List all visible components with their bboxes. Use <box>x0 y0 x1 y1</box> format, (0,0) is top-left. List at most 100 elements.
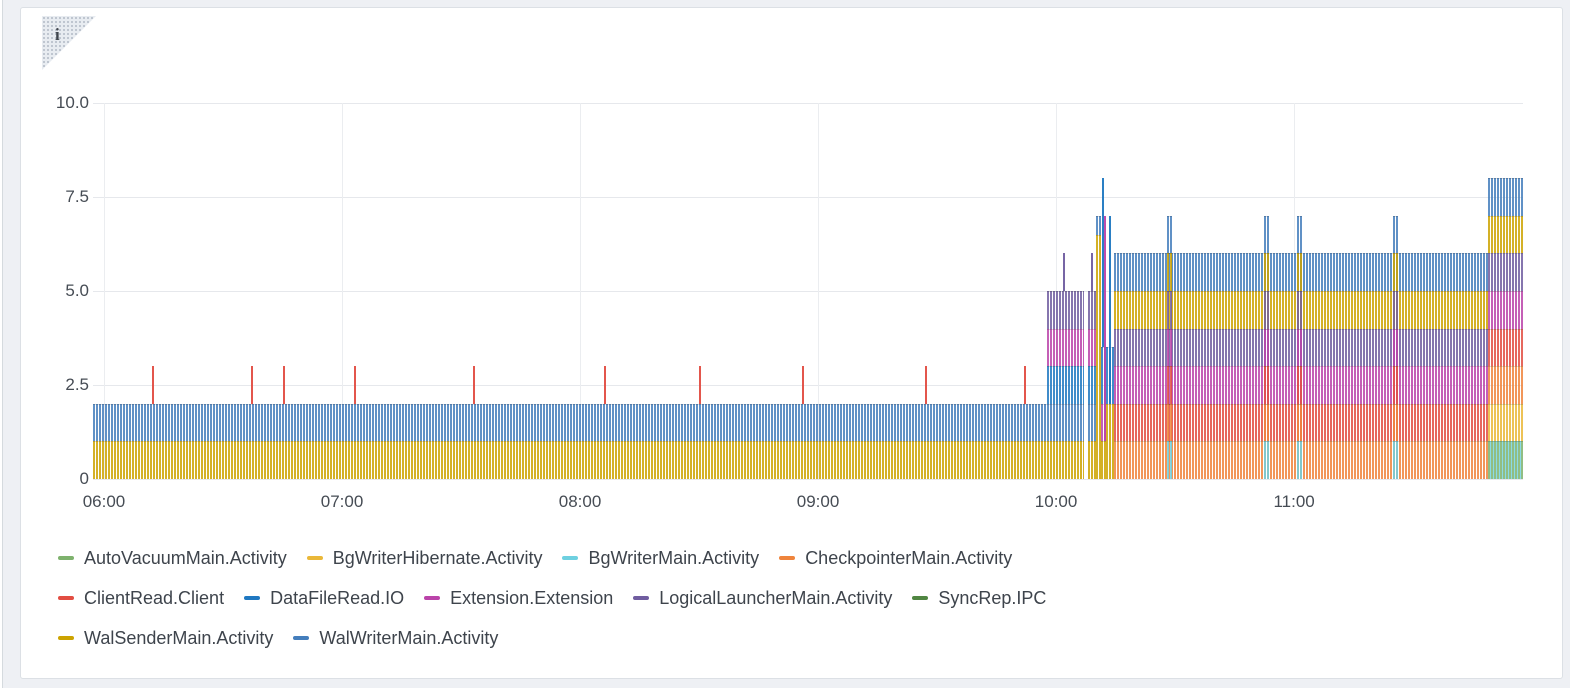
bar-band-bgwritermain <box>1296 441 1302 479</box>
legend-item-logicallauncher[interactable]: LogicalLauncherMain.Activity <box>633 588 892 609</box>
legend-item-datafileread[interactable]: DataFileRead.IO <box>244 588 404 609</box>
x-axis-tick-label: 08:00 <box>558 492 602 511</box>
spike-datafileread <box>1102 178 1105 348</box>
legend-row: AutoVacuumMain.Activity BgWriterHibernate… <box>58 545 1012 571</box>
bar-band-checkpointer <box>1393 403 1399 442</box>
legend-item-autovacuum[interactable]: AutoVacuumMain.Activity <box>58 548 287 569</box>
gridline-horizontal <box>93 103 1523 104</box>
spike-clientread <box>699 366 702 404</box>
bar-band-walsender <box>1106 403 1114 479</box>
legend-series-dash-icon <box>306 556 323 560</box>
bar-band-walsender <box>1100 441 1107 479</box>
bar-band-clientread <box>1393 366 1399 404</box>
spike-clientread <box>802 366 805 404</box>
bar-band-walsender <box>1087 441 1096 479</box>
bar-band-walwriter <box>1087 403 1096 442</box>
spike-clientread <box>250 366 253 404</box>
legend-series-dash-icon <box>424 596 441 600</box>
bar-band-walwriter <box>1296 215 1302 254</box>
legend-series-dash-icon <box>58 636 74 640</box>
bar-band-walsender <box>1167 253 1172 291</box>
bar-band-extension <box>1100 403 1107 442</box>
panel-info-corner[interactable] <box>42 16 96 70</box>
spike-clientread <box>151 366 154 404</box>
legend-item-clientread[interactable]: ClientRead.Client <box>58 588 224 609</box>
x-axis-tick-label: 09:00 <box>796 492 840 511</box>
legend-item-walsender[interactable]: WalSenderMain.Activity <box>58 628 273 649</box>
spike-extension <box>1104 215 1107 442</box>
bar-band-walsender <box>93 441 1047 479</box>
bar-band-walwriter <box>1095 215 1101 235</box>
bar-band-walsender <box>1488 215 1523 254</box>
bar-band-walsender <box>1393 253 1399 291</box>
spike-clientread <box>353 366 356 404</box>
legend-series-dash-icon <box>293 636 310 640</box>
gridline-horizontal <box>93 385 1523 386</box>
bar-band-logicallauncher <box>1046 291 1084 329</box>
gridline-vertical <box>818 103 820 479</box>
bar-band-clientread <box>1296 366 1302 404</box>
bar-band-autovacuum <box>1488 441 1523 479</box>
y-axis-tick-label: 2.5 <box>65 375 89 394</box>
gridline-horizontal <box>93 479 1523 480</box>
y-axis-tick-label: 7.5 <box>65 187 89 206</box>
legend-row: WalSenderMain.Activity WalWriterMain.Acti… <box>58 625 498 651</box>
bar-band-extension <box>1263 328 1269 367</box>
plot-area[interactable] <box>93 103 1523 479</box>
legend-item-walwriter[interactable]: WalWriterMain.Activity <box>293 628 498 649</box>
bar-band-datafileread <box>1046 366 1084 404</box>
legend-series-label: SyncRep.IPC <box>938 587 1047 608</box>
spike-clientread <box>282 366 285 404</box>
bar-band-bgwritermain <box>1263 441 1269 479</box>
legend-series-label: BgWriterHibernate.Activity <box>332 547 543 568</box>
bar-band-walsender <box>1296 253 1302 291</box>
bar-band-datafileread <box>1087 366 1096 404</box>
spike-logicallauncher <box>1090 253 1093 291</box>
legend-series-dash-icon <box>562 556 579 560</box>
spike-clientread <box>925 366 928 404</box>
legend-series-label: WalSenderMain.Activity <box>84 627 274 648</box>
bar-band-walsender <box>1095 234 1101 479</box>
legend-series-label: Extension.Extension <box>450 587 614 608</box>
bar-band-bgwritermain <box>1393 441 1399 479</box>
x-axis-tick-label: 06:00 <box>82 492 126 511</box>
legend-series-dash-icon <box>779 556 796 560</box>
legend-series-label: AutoVacuumMain.Activity <box>84 547 287 568</box>
legend-item-checkpointer[interactable]: CheckpointerMain.Activity <box>779 548 1012 569</box>
legend-series-dash-icon <box>58 596 74 600</box>
gridline-vertical <box>580 103 582 479</box>
legend-item-syncrep[interactable]: SyncRep.IPC <box>912 588 1046 609</box>
gridline-vertical <box>104 103 105 479</box>
legend-row: ClientRead.Client DataFileRead.IO Extensio… <box>58 585 1046 611</box>
spike-datafileread <box>1108 215 1111 404</box>
bar-band-walwriter <box>1393 215 1399 254</box>
bar-band-extension <box>1087 328 1096 367</box>
bar-band-walwriter <box>1488 178 1523 216</box>
legend-series-label: BgWriterMain.Activity <box>588 547 760 568</box>
bar-band-logicallauncher <box>1167 291 1172 329</box>
legend-item-extension[interactable]: Extension.Extension <box>424 588 613 609</box>
bar-band-walwriter <box>1046 403 1084 442</box>
info-icon: i <box>55 25 60 44</box>
bar-band-logicallauncher <box>1393 291 1399 329</box>
gridline-horizontal <box>93 291 1523 292</box>
bar-band-logicallauncher <box>1263 291 1269 329</box>
bar-band-datafileread <box>1100 347 1107 404</box>
bar-band-extension <box>1046 328 1084 367</box>
legend-series-label: LogicalLauncherMain.Activity <box>659 587 893 608</box>
legend-series-label: DataFileRead.IO <box>270 587 405 608</box>
legend-item-bgwritermain[interactable]: BgWriterMain.Activity <box>562 548 759 569</box>
bar-band-extension <box>1167 328 1172 367</box>
bar-band-logicallauncher <box>1296 291 1302 329</box>
bar-band-walwriter <box>1167 215 1172 254</box>
bar-band-extension <box>1393 328 1399 367</box>
y-axis-tick-label: 0 <box>79 469 89 488</box>
legend-item-bgwriterhibernate[interactable]: BgWriterHibernate.Activity <box>306 547 543 569</box>
bar-band-bgwritermain <box>1167 441 1172 479</box>
bar-band-bgwriterhibernate <box>1488 403 1523 442</box>
x-axis-tick-label: 07:00 <box>320 492 364 511</box>
spike-logicallauncher <box>1062 253 1065 291</box>
spike-clientread <box>1024 366 1027 404</box>
bar-band-clientread <box>1167 366 1172 404</box>
bar-band-walsender <box>1046 441 1084 479</box>
